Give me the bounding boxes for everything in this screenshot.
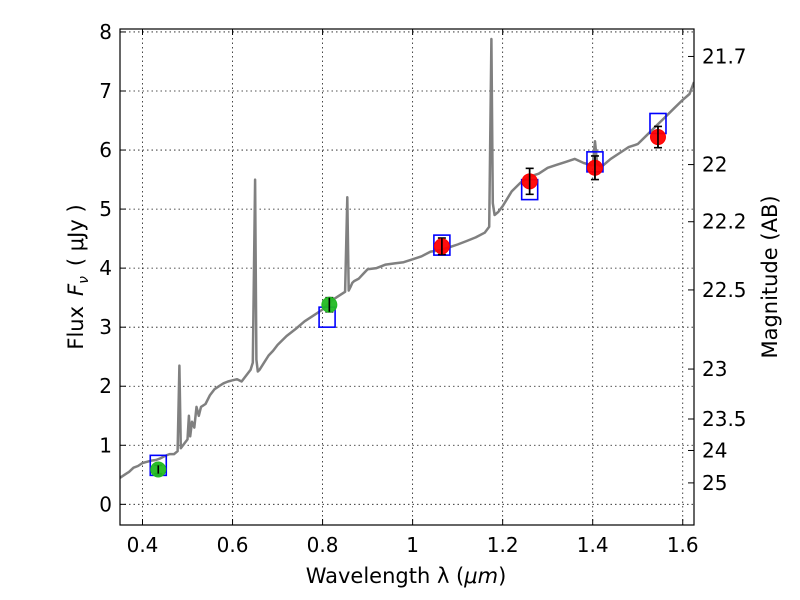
y2-tick-label: 23.5 — [702, 407, 747, 431]
y2-tick-label: 22.5 — [702, 278, 747, 302]
axis-labels: Wavelength λ (μm) FluxFν( μJy ) Magnitud… — [64, 195, 782, 588]
y2-axis-label: Magnitude (AB) — [758, 195, 782, 358]
grid — [120, 29, 694, 525]
x-tick-label: 1.6 — [667, 533, 699, 557]
x-tick-label: 0.4 — [127, 533, 159, 557]
axis-ticks: 0.4 0.6 0.8 1 1.2 1.4 1.601234567821.72222.222… — [99, 20, 746, 557]
y-tick-label: 1 — [99, 433, 112, 457]
x-axis-label: Wavelength λ (μm) — [306, 564, 507, 588]
y-tick-label: 4 — [99, 256, 112, 280]
y-tick-label: 5 — [99, 197, 112, 221]
y-tick-label: 7 — [99, 79, 112, 103]
spectrum-line — [120, 37, 694, 479]
plot-frame — [119, 28, 695, 526]
x-tick-label: 1 — [406, 533, 419, 557]
y2-tick-label: 21.7 — [702, 44, 747, 68]
spectrum-series — [120, 37, 694, 479]
y2-tick-label: 23 — [702, 357, 727, 381]
y2-tick-label: 22 — [702, 153, 727, 177]
y2-tick-label: 22.2 — [702, 210, 747, 234]
x-tick-label: 1.2 — [487, 533, 519, 557]
y-axis-label: FluxFν( μJy ) — [64, 204, 92, 349]
x-tick-label: 0.8 — [307, 533, 339, 557]
y2-tick-label: 25 — [702, 471, 727, 495]
y-tick-label: 3 — [99, 315, 112, 339]
y-tick-label: 6 — [99, 138, 112, 162]
x-tick-label: 1.4 — [577, 533, 609, 557]
y-tick-label: 0 — [99, 492, 112, 516]
y-tick-label: 8 — [99, 20, 112, 44]
y-tick-label: 2 — [99, 374, 112, 398]
x-tick-label: 0.6 — [217, 533, 249, 557]
y2-tick-label: 24 — [702, 438, 727, 462]
markers — [149, 112, 667, 478]
